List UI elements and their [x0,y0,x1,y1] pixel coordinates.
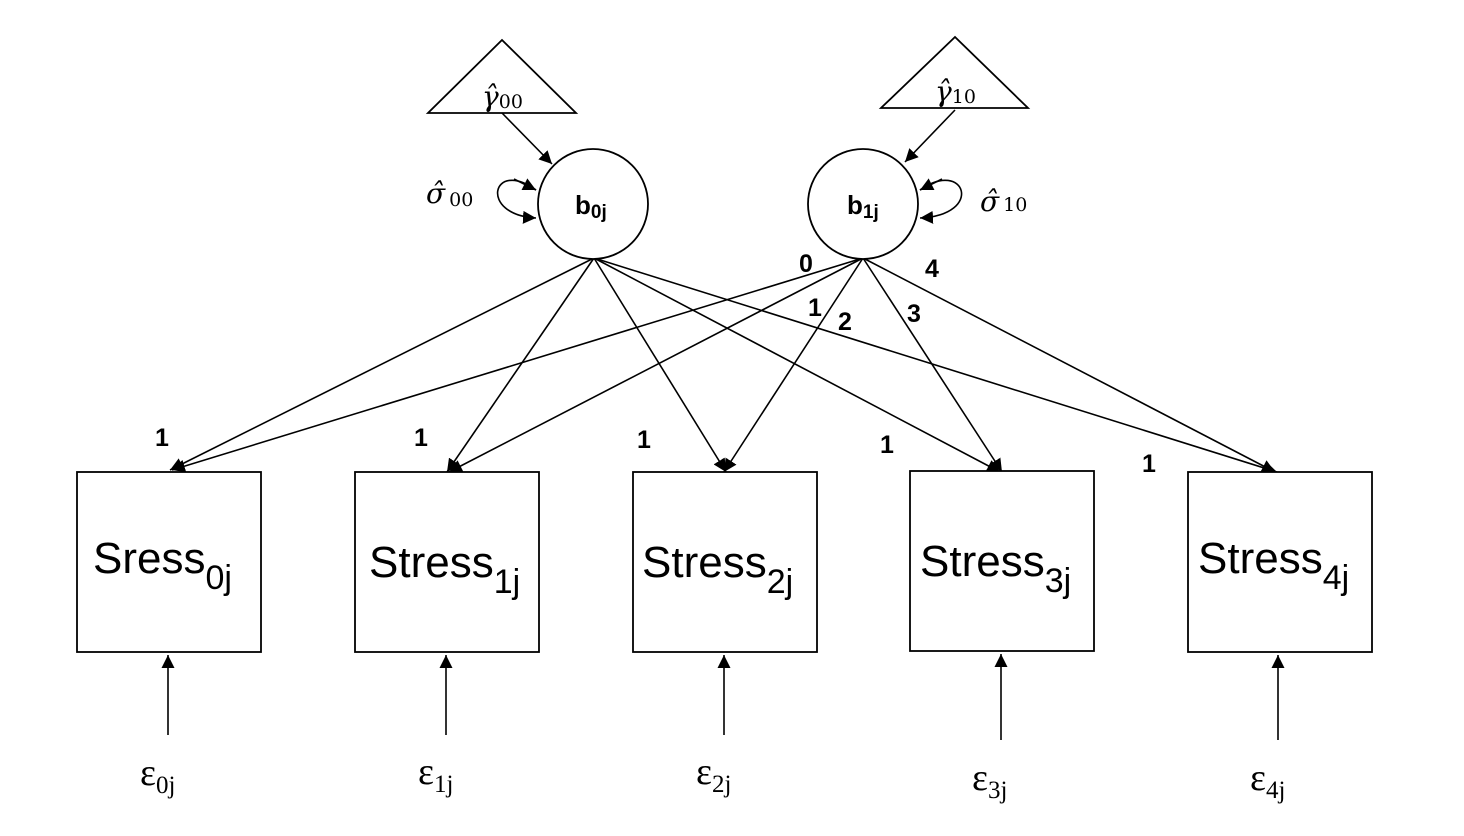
path-b0-stress0 [169,257,595,471]
variance-loop-b0 [496,179,537,224]
path-b0-stress4 [593,257,1278,475]
slope-loading-3: 3 [907,300,921,328]
latent-b1j [807,148,919,260]
mean-label-b1: γ̂10 [935,75,976,108]
intercept-loading-3: 1 [880,431,894,459]
observed-box-0 [76,471,262,653]
observed-box-4 [1187,471,1373,653]
observed-label-3: Stress3j [920,537,1071,600]
latent-label-b0j: b0j [575,190,607,223]
latent-b0j [537,148,649,260]
path-b1-stress1 [448,257,864,473]
intercept-loading-2: 1 [637,426,651,454]
slope-loading-2: 2 [838,308,852,336]
mean-arrow-b1 [904,109,956,163]
slope-loading-0: 0 [799,250,813,278]
observed-label-0: Sress0j [93,534,232,597]
latent-label-b1j: b1j [847,190,879,223]
path-b0-stress1 [446,257,595,473]
path-b0-stress3 [593,257,1001,473]
intercept-loading-4: 1 [1142,450,1156,478]
error-label-2: ε2j [696,751,731,798]
variance-loop-b1-start [919,178,943,191]
error-label-4: ε4j [1250,757,1285,804]
slope-loading-4: 4 [925,255,939,283]
variance-label-b1: σ̂ 10 [980,185,1027,218]
error-label-0: ε0j [140,752,175,799]
observed-box-3 [909,470,1095,652]
path-b1-stress0 [171,257,864,473]
mean-arrow-b0 [501,112,553,165]
path-b0-stress2 [593,257,727,473]
mean-label-b0: γ̂00 [482,80,523,113]
variance-label-b0: σ̂ 00 [426,177,473,211]
observed-label-1: Stress1j [369,538,520,601]
path-b1-stress3 [862,257,1003,473]
observed-box-2 [632,471,818,653]
path-b1-stress2 [723,257,864,473]
observed-box-1 [354,471,540,653]
error-label-3: ε3j [972,757,1007,804]
intercept-loading-1: 1 [414,424,428,452]
slope-loading-1: 1 [808,294,822,322]
error-label-1: ε1j [418,751,453,798]
intercept-loading-0: 1 [155,424,169,452]
path-b1-stress4 [862,257,1276,473]
observed-label-4: Stress4j [1198,534,1349,597]
observed-label-2: Stress2j [642,538,793,601]
mean-triangle-b1 [878,35,1031,109]
variance-loop-b1 [919,179,963,224]
variance-loop-b0-start [513,178,537,191]
